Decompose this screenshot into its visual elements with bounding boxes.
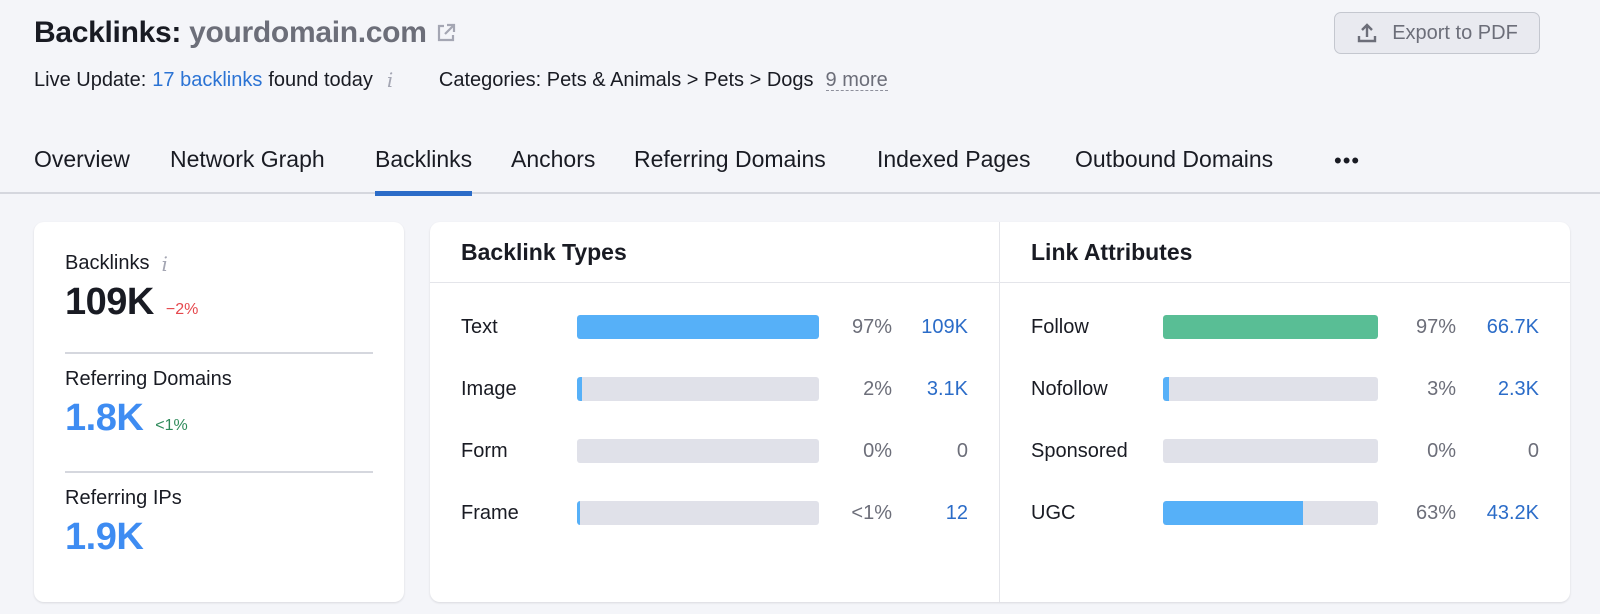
live-update-label: Live Update: [34, 68, 147, 91]
bar-fill [577, 501, 580, 525]
row-label: Nofollow [1031, 377, 1108, 400]
bar-track [577, 315, 819, 339]
metric-value-row: 1.9K [65, 516, 373, 559]
row-count-link[interactable]: 43.2K [1486, 501, 1539, 524]
page-header: Backlinks: yourdomain.com Live Update: 1… [34, 14, 1600, 94]
bar-row: Nofollow 3% 2.3K [1031, 374, 1539, 404]
row-percent: 3% [1427, 377, 1456, 400]
row-count-link[interactable]: 66.7K [1486, 315, 1539, 338]
bar-fill [1163, 377, 1170, 401]
tab-overview[interactable]: Overview [34, 146, 130, 172]
row-count-link[interactable]: 2.3K [1497, 377, 1539, 400]
tab-indexed-pages[interactable]: Indexed Pages [877, 146, 1031, 172]
bar-row: Frame <1% 12 [461, 498, 968, 528]
row-label: Text [461, 315, 498, 338]
upload-icon [1357, 23, 1377, 43]
divider [65, 471, 373, 473]
bar-row: Image 2% 3.1K [461, 374, 968, 404]
tab-referring-domains[interactable]: Referring Domains [634, 146, 826, 172]
bar-fill [577, 377, 582, 401]
export-to-pdf-button[interactable]: Export to PDF [1334, 12, 1540, 54]
metric-label: Referring IPs [65, 487, 182, 509]
tab-network-graph[interactable]: Network Graph [170, 146, 325, 172]
categories-more-link[interactable]: 9 more [825, 68, 888, 91]
row-label: UGC [1031, 501, 1076, 524]
tab-anchors[interactable]: Anchors [511, 146, 596, 172]
panel-header: Backlink Types [430, 222, 999, 283]
row-label: Image [461, 377, 517, 400]
metric-label: Referring Domains [65, 368, 232, 390]
row-percent: <1% [851, 501, 892, 524]
bar-row: Follow 97% 66.7K [1031, 312, 1539, 342]
bar-fill [577, 315, 819, 339]
live-update-link[interactable]: 17 backlinks [152, 68, 263, 91]
metric-referring-ips: Referring IPs 1.9K [65, 487, 373, 559]
row-count-link[interactable]: 109K [921, 315, 968, 338]
row-label: Sponsored [1031, 439, 1128, 462]
domain-name: yourdomain.com [189, 16, 427, 49]
row-label: Form [461, 439, 508, 462]
metric-value: 109K [65, 281, 154, 323]
panel-title: Backlink Types [461, 238, 627, 265]
more-tabs-icon[interactable]: ••• [1334, 148, 1361, 173]
metric-referring-domains: Referring Domains 1.8K <1% [65, 368, 373, 440]
live-update-suffix: found today [268, 68, 373, 91]
panel-title: Link Attributes [1031, 238, 1193, 265]
row-count-link[interactable]: 3.1K [926, 377, 968, 400]
widgets-card: Backlink Types Text 97% 109K Image 2% 3.1K For… [430, 222, 1570, 602]
backlink-types-panel: Backlink Types Text 97% 109K Image 2% 3.1K For… [430, 222, 1000, 602]
bar-fill [1163, 501, 1303, 525]
bar-row: UGC 63% 43.2K [1031, 498, 1539, 528]
row-label: Frame [461, 501, 519, 524]
panel-header: Link Attributes [1000, 222, 1570, 283]
bar-track [1163, 439, 1378, 463]
divider [65, 352, 373, 354]
info-icon[interactable]: i [161, 251, 168, 276]
metric-delta: −2% [165, 301, 199, 318]
row-percent: 97% [1415, 315, 1456, 338]
metric-label-row: Backlinks i [65, 251, 373, 276]
subheader-row: Live Update: 17 backlinks found today i … [34, 66, 1600, 94]
row-percent: 63% [1415, 501, 1456, 524]
metric-label-row: Referring IPs [65, 487, 373, 510]
metric-value-row: 109K −2% [65, 281, 373, 324]
row-count: 0 [1527, 439, 1539, 462]
bar-fill [1163, 315, 1378, 339]
tab-outbound-domains[interactable]: Outbound Domains [1075, 146, 1274, 172]
info-icon[interactable]: i [386, 68, 394, 92]
metric-value-row: 1.8K <1% [65, 397, 373, 440]
metric-value-link[interactable]: 1.8K [65, 397, 144, 439]
link-attributes-panel: Link Attributes Follow 97% 66.7K Nofollow 3%… [1000, 222, 1570, 602]
summary-card: Backlinks i 109K −2% Referring Domains 1… [34, 222, 404, 602]
metric-delta: <1% [155, 417, 188, 434]
tab-backlinks[interactable]: Backlinks [375, 146, 473, 196]
bar-track [1163, 315, 1378, 339]
bar-track [1163, 377, 1378, 401]
row-percent: 0% [863, 439, 892, 462]
row-count-link[interactable]: 12 [945, 501, 968, 524]
bar-track [577, 439, 819, 463]
categories-text: Categories: Pets & Animals > Pets > Dogs [438, 68, 814, 91]
tab-bar: Overview Network Graph Backlinks Anchors… [0, 140, 1600, 196]
bar-track [577, 501, 819, 525]
bar-track [577, 377, 819, 401]
row-percent: 0% [1427, 439, 1456, 462]
bar-track [1163, 501, 1378, 525]
bar-row: Text 97% 109K [461, 312, 968, 342]
external-link-icon[interactable] [435, 22, 457, 44]
metric-backlinks: Backlinks i 109K −2% [65, 252, 373, 324]
title-row: Backlinks: yourdomain.com [34, 14, 1600, 52]
row-percent: 2% [863, 377, 892, 400]
bar-row: Form 0% 0 [461, 436, 968, 466]
metric-value-link[interactable]: 1.9K [65, 516, 144, 558]
row-percent: 97% [851, 315, 892, 338]
bar-row: Sponsored 0% 0 [1031, 436, 1539, 466]
metric-label: Backlinks [65, 252, 150, 274]
row-label: Follow [1031, 315, 1089, 338]
row-count: 0 [956, 439, 968, 462]
export-button-label: Export to PDF [1392, 21, 1518, 44]
page-title: Backlinks: [34, 16, 182, 49]
metric-label-row: Referring Domains [65, 368, 373, 391]
